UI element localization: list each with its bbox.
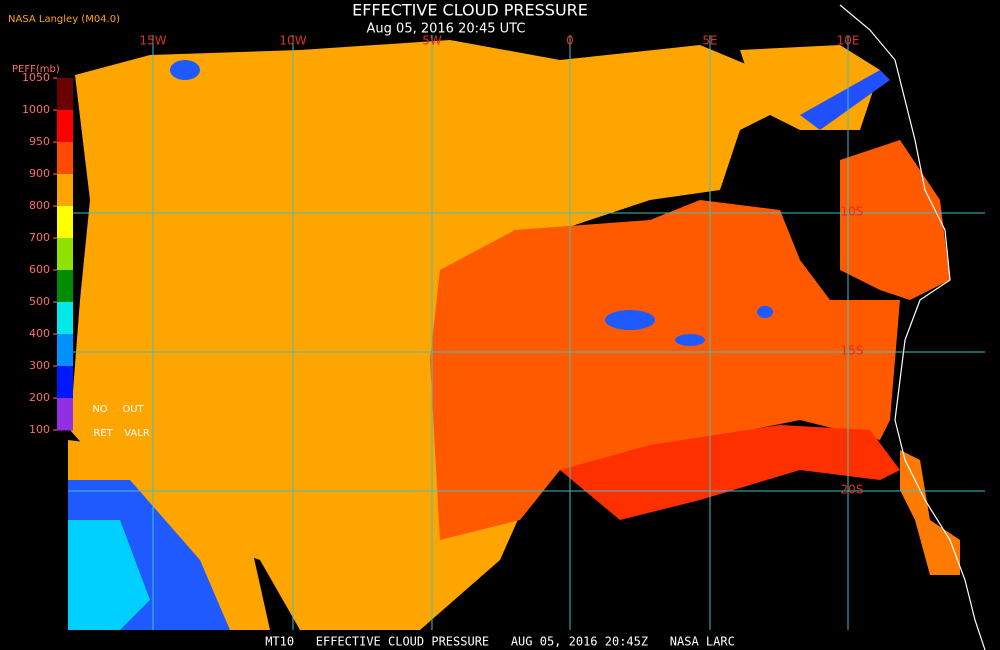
longitude-label: 15W bbox=[139, 34, 166, 48]
cell bbox=[605, 310, 655, 330]
colorbar-segment bbox=[57, 142, 73, 175]
colorbar-segment bbox=[57, 174, 73, 207]
convective-band bbox=[800, 70, 890, 130]
longitude-label: 10W bbox=[279, 34, 306, 48]
legend-note: VALR bbox=[124, 428, 150, 439]
colorbar-tick-label: 1000 bbox=[22, 103, 50, 116]
latitude-label: 15S bbox=[841, 344, 864, 358]
longitude-label: 5E bbox=[702, 34, 717, 48]
colorbar-segment bbox=[57, 270, 73, 303]
colorbar-tick-label: 950 bbox=[29, 135, 50, 148]
cell bbox=[170, 60, 200, 80]
colorbar-tick-label: 300 bbox=[29, 359, 50, 372]
longitude-label: 10E bbox=[837, 34, 860, 48]
colorbar-tick-label: 700 bbox=[29, 231, 50, 244]
source-label: NASA Langley (M04.0) bbox=[8, 14, 120, 25]
colorbar-tick-label: 900 bbox=[29, 167, 50, 180]
colorbar-tick-label: 400 bbox=[29, 327, 50, 340]
coastline bbox=[839, 4, 986, 650]
latitude-label: 10S bbox=[841, 205, 864, 219]
colorbar-tick-label: 100 bbox=[29, 423, 50, 436]
colorbar-tick-label: 1050 bbox=[22, 71, 50, 84]
colorbar-tick-label: 500 bbox=[29, 295, 50, 308]
cloud-region-high bbox=[560, 425, 900, 520]
colorbar-segment bbox=[57, 334, 73, 367]
legend-title: PEFF(mb) bbox=[12, 64, 60, 75]
southwest-high-cloud bbox=[68, 520, 150, 630]
colorbar-segment bbox=[57, 78, 73, 111]
cell bbox=[757, 306, 773, 318]
graticule: 15W 10W 5W 0 5E 10E 10S 15S 20S bbox=[68, 34, 985, 630]
colorbar-tick-label: 800 bbox=[29, 199, 50, 212]
cell bbox=[675, 334, 705, 346]
colorbar-segment bbox=[57, 110, 73, 143]
legend-note: NO bbox=[92, 404, 107, 415]
cloud-map bbox=[68, 4, 986, 650]
legend-note: OUT bbox=[122, 404, 144, 415]
footer: MT10 EFFECTIVE CLOUD PRESSURE AUG 05, 20… bbox=[265, 635, 735, 649]
subtitle: Aug 05, 2016 20:45 UTC bbox=[367, 22, 526, 37]
colorbar-tick-label: 600 bbox=[29, 263, 50, 276]
cloud-region-mid bbox=[430, 200, 900, 540]
colorbar-segment bbox=[57, 206, 73, 239]
legend-note: RET bbox=[93, 428, 113, 439]
colorbar-segment bbox=[57, 398, 73, 431]
longitude-label: 5W bbox=[422, 34, 442, 48]
colorbar-segment bbox=[57, 302, 73, 335]
latitude-label: 20S bbox=[841, 483, 864, 497]
colorbar-segment bbox=[57, 238, 73, 271]
colorbar-segment bbox=[57, 366, 73, 399]
cells bbox=[170, 60, 773, 346]
colorbar-tick-label: 200 bbox=[29, 391, 50, 404]
longitude-label: 0 bbox=[566, 34, 574, 48]
legend: 1050 1000 950 900 800 700 600 500 400 300 200 100 NO… bbox=[22, 71, 150, 439]
title: EFFECTIVE CLOUD PRESSURE bbox=[352, 1, 588, 20]
